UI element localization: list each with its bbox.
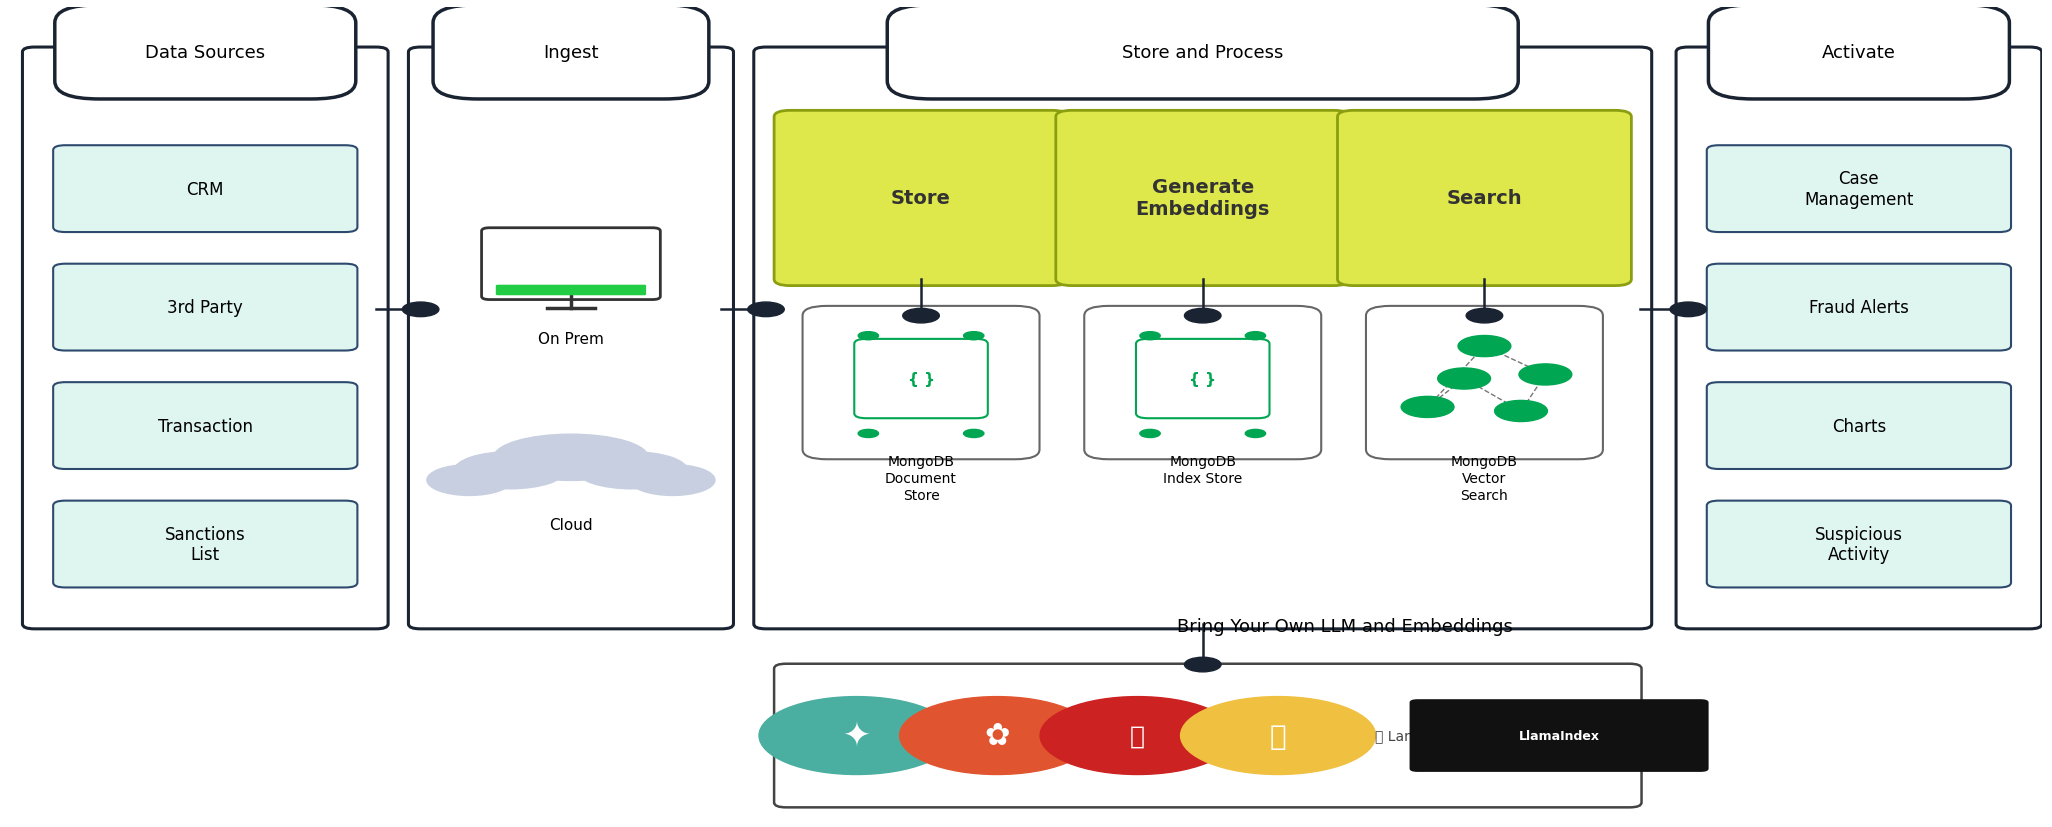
FancyBboxPatch shape xyxy=(753,48,1652,629)
Circle shape xyxy=(1246,430,1266,438)
Text: ✿: ✿ xyxy=(985,721,1010,750)
FancyBboxPatch shape xyxy=(1676,48,2042,629)
Text: Case
Management: Case Management xyxy=(1804,170,1915,208)
FancyBboxPatch shape xyxy=(802,307,1040,460)
Ellipse shape xyxy=(577,452,687,490)
Text: On Prem: On Prem xyxy=(538,332,603,347)
Text: MongoDB
Index Store: MongoDB Index Store xyxy=(1163,454,1241,485)
FancyBboxPatch shape xyxy=(433,6,708,100)
FancyBboxPatch shape xyxy=(1707,146,2011,232)
Ellipse shape xyxy=(427,465,511,496)
Text: Activate: Activate xyxy=(1822,44,1896,62)
FancyBboxPatch shape xyxy=(1367,307,1603,460)
Circle shape xyxy=(1040,697,1235,775)
Text: Store and Process: Store and Process xyxy=(1122,44,1282,62)
FancyBboxPatch shape xyxy=(1338,111,1631,286)
Text: MongoDB
Document
Store: MongoDB Document Store xyxy=(884,454,956,503)
Text: { }: { } xyxy=(1190,371,1217,386)
Text: { }: { } xyxy=(907,371,934,386)
Circle shape xyxy=(858,430,878,438)
Text: Search: Search xyxy=(1447,189,1523,208)
FancyBboxPatch shape xyxy=(482,228,661,300)
Text: Transaction: Transaction xyxy=(158,417,252,435)
Circle shape xyxy=(964,332,983,341)
Text: CRM: CRM xyxy=(187,180,224,198)
FancyBboxPatch shape xyxy=(55,6,355,100)
Text: Ingest: Ingest xyxy=(544,44,599,62)
Text: Sanctions
List: Sanctions List xyxy=(164,525,246,564)
Text: 🐍 LangChain: 🐍 LangChain xyxy=(1375,729,1461,743)
FancyBboxPatch shape xyxy=(774,111,1067,286)
Circle shape xyxy=(1180,697,1375,775)
Text: Suspicious
Activity: Suspicious Activity xyxy=(1814,525,1902,564)
Circle shape xyxy=(1141,430,1159,438)
Circle shape xyxy=(402,303,439,318)
Circle shape xyxy=(1184,309,1221,323)
FancyBboxPatch shape xyxy=(1057,111,1350,286)
FancyBboxPatch shape xyxy=(53,146,357,232)
FancyBboxPatch shape xyxy=(774,664,1642,807)
Text: Store: Store xyxy=(891,189,950,208)
FancyBboxPatch shape xyxy=(1709,6,2009,100)
FancyBboxPatch shape xyxy=(886,6,1518,100)
FancyBboxPatch shape xyxy=(23,48,388,629)
Circle shape xyxy=(899,697,1094,775)
Circle shape xyxy=(1494,401,1547,422)
Circle shape xyxy=(1438,369,1490,390)
FancyBboxPatch shape xyxy=(854,339,987,418)
Ellipse shape xyxy=(453,452,566,490)
Circle shape xyxy=(964,430,983,438)
FancyBboxPatch shape xyxy=(1707,501,2011,588)
Circle shape xyxy=(1141,332,1159,341)
Text: 🤗: 🤗 xyxy=(1270,722,1287,749)
Circle shape xyxy=(1246,332,1266,341)
Text: Bring Your Own LLM and Embeddings: Bring Your Own LLM and Embeddings xyxy=(1178,618,1512,636)
Circle shape xyxy=(1184,657,1221,672)
Ellipse shape xyxy=(495,435,648,480)
Text: ✦: ✦ xyxy=(843,719,870,752)
FancyBboxPatch shape xyxy=(497,285,646,296)
Circle shape xyxy=(1518,365,1572,385)
FancyBboxPatch shape xyxy=(1410,700,1709,772)
Text: Fraud Alerts: Fraud Alerts xyxy=(1810,299,1908,317)
Text: LlamaIndex: LlamaIndex xyxy=(1518,729,1601,742)
FancyBboxPatch shape xyxy=(53,383,357,470)
Circle shape xyxy=(903,309,940,323)
Circle shape xyxy=(759,697,954,775)
Text: 🦙: 🦙 xyxy=(1131,724,1145,748)
Text: Charts: Charts xyxy=(1832,417,1886,435)
Circle shape xyxy=(858,332,878,341)
FancyBboxPatch shape xyxy=(1707,265,2011,351)
Circle shape xyxy=(1402,397,1455,418)
Circle shape xyxy=(1459,336,1510,357)
FancyBboxPatch shape xyxy=(1707,383,2011,470)
FancyBboxPatch shape xyxy=(408,48,733,629)
Circle shape xyxy=(1670,303,1707,318)
FancyBboxPatch shape xyxy=(53,501,357,588)
FancyBboxPatch shape xyxy=(1137,339,1270,418)
Text: MongoDB
Vector
Search: MongoDB Vector Search xyxy=(1451,454,1518,503)
Text: 3rd Party: 3rd Party xyxy=(168,299,242,317)
Ellipse shape xyxy=(630,465,714,496)
Text: Data Sources: Data Sources xyxy=(146,44,265,62)
Circle shape xyxy=(747,303,784,318)
Text: Cloud: Cloud xyxy=(550,518,593,533)
Circle shape xyxy=(1465,309,1502,323)
Text: Generate
Embeddings: Generate Embeddings xyxy=(1135,179,1270,219)
FancyBboxPatch shape xyxy=(1083,307,1321,460)
FancyBboxPatch shape xyxy=(53,265,357,351)
